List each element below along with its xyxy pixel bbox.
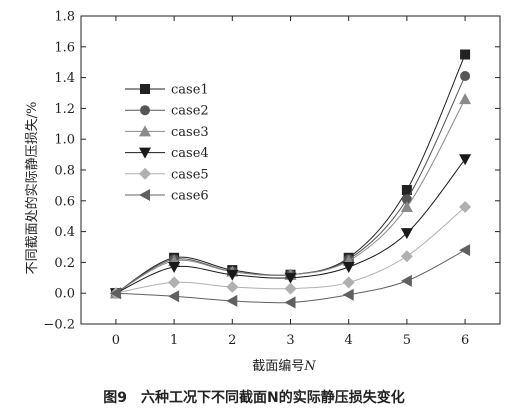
series-case6 bbox=[109, 244, 471, 309]
y-tick-label: 0.2 bbox=[54, 256, 75, 271]
series-layer bbox=[109, 49, 472, 309]
legend-marker-case5 bbox=[139, 167, 151, 180]
legend: case1 case2 case3 case4 case5 case6 bbox=[125, 83, 209, 204]
y-tick-label: 0.4 bbox=[54, 225, 75, 240]
series-line-case2 bbox=[115, 75, 466, 294]
series-case4 bbox=[109, 154, 472, 300]
legend-item-case5: case5 bbox=[125, 167, 209, 182]
data-point-case6 bbox=[342, 288, 354, 301]
legend-marker-case3 bbox=[139, 125, 151, 137]
data-point-case5 bbox=[400, 250, 413, 263]
data-point-case2 bbox=[460, 71, 471, 82]
data-point-case3 bbox=[400, 200, 413, 212]
y-axis-label: 不同截面处的实际静压损失/% bbox=[24, 102, 40, 275]
data-point-case6 bbox=[168, 290, 180, 303]
legend-label: case6 bbox=[171, 189, 209, 204]
x-tick-label: 0 bbox=[112, 333, 120, 348]
data-point-case3 bbox=[459, 93, 472, 105]
legend-item-case6: case6 bbox=[125, 189, 209, 204]
series-case5 bbox=[109, 200, 472, 300]
series-case3 bbox=[109, 93, 472, 299]
data-point-case4 bbox=[168, 262, 181, 274]
legend-label: case2 bbox=[171, 104, 209, 119]
data-point-case4 bbox=[342, 262, 355, 274]
data-point-case5 bbox=[284, 282, 297, 295]
x-axis-label: 截面编号N bbox=[252, 359, 316, 374]
data-point-case5 bbox=[459, 200, 472, 213]
data-point-case4 bbox=[226, 269, 239, 281]
x-tick-label: 2 bbox=[228, 333, 236, 348]
legend-marker-case1 bbox=[140, 84, 150, 94]
legend-label: case3 bbox=[171, 125, 209, 140]
x-tick-label: 6 bbox=[461, 333, 469, 348]
x-axis-label-variable: N bbox=[303, 359, 316, 374]
x-axis: 0 1 2 3 4 5 6 bbox=[112, 16, 469, 348]
legend-label: case4 bbox=[171, 146, 209, 161]
series-line-case3 bbox=[115, 98, 466, 294]
x-tick-label: 3 bbox=[286, 333, 294, 348]
x-axis-label-main: 截面编号 bbox=[252, 359, 304, 374]
data-point-case6 bbox=[109, 287, 121, 300]
x-tick-label: 4 bbox=[345, 333, 353, 348]
data-point-case5 bbox=[226, 281, 239, 294]
y-axis: −0.2 0.0 0.2 0.4 0.6 0.8 1.0 1.2 1.4 1.6 1.8 bbox=[43, 10, 500, 333]
legend-item-case4: case4 bbox=[125, 146, 209, 161]
y-tick-label: 1.0 bbox=[54, 133, 75, 148]
figure-caption: 图9 六种工况下不同截面N的实际静压损失变化 bbox=[103, 389, 404, 406]
y-tick-label: 0.6 bbox=[54, 194, 75, 209]
y-tick-label: 1.2 bbox=[54, 102, 75, 117]
x-tick-label: 1 bbox=[170, 333, 178, 348]
data-point-case1 bbox=[401, 185, 412, 196]
y-tick-label: 1.6 bbox=[54, 40, 75, 55]
legend-item-case1: case1 bbox=[125, 83, 209, 98]
data-point-case6 bbox=[459, 244, 471, 257]
legend-label: case5 bbox=[171, 167, 209, 182]
y-tick-label: −0.2 bbox=[43, 318, 75, 333]
data-point-case4 bbox=[459, 154, 472, 166]
series-line-case1 bbox=[115, 54, 466, 294]
legend-marker-case2 bbox=[140, 105, 150, 116]
x-tick-label: 5 bbox=[403, 333, 411, 348]
y-tick-label: 0.0 bbox=[54, 287, 75, 302]
data-point-case6 bbox=[226, 294, 238, 307]
legend-item-case3: case3 bbox=[125, 125, 209, 140]
y-tick-label: 1.8 bbox=[54, 10, 75, 25]
data-point-case5 bbox=[342, 276, 355, 289]
legend-label: case1 bbox=[171, 83, 209, 98]
data-point-case1 bbox=[460, 49, 471, 60]
y-tick-label: 1.4 bbox=[54, 71, 75, 86]
legend-marker-case6 bbox=[139, 189, 150, 201]
data-point-case6 bbox=[400, 274, 412, 287]
data-point-case4 bbox=[284, 272, 297, 284]
legend-item-case2: case2 bbox=[125, 104, 209, 119]
y-tick-label: 0.8 bbox=[54, 164, 75, 179]
data-point-case4 bbox=[400, 228, 413, 240]
data-point-case2 bbox=[401, 194, 412, 205]
data-point-case6 bbox=[284, 296, 296, 309]
data-point-case5 bbox=[168, 276, 181, 289]
legend-marker-case4 bbox=[139, 147, 151, 159]
